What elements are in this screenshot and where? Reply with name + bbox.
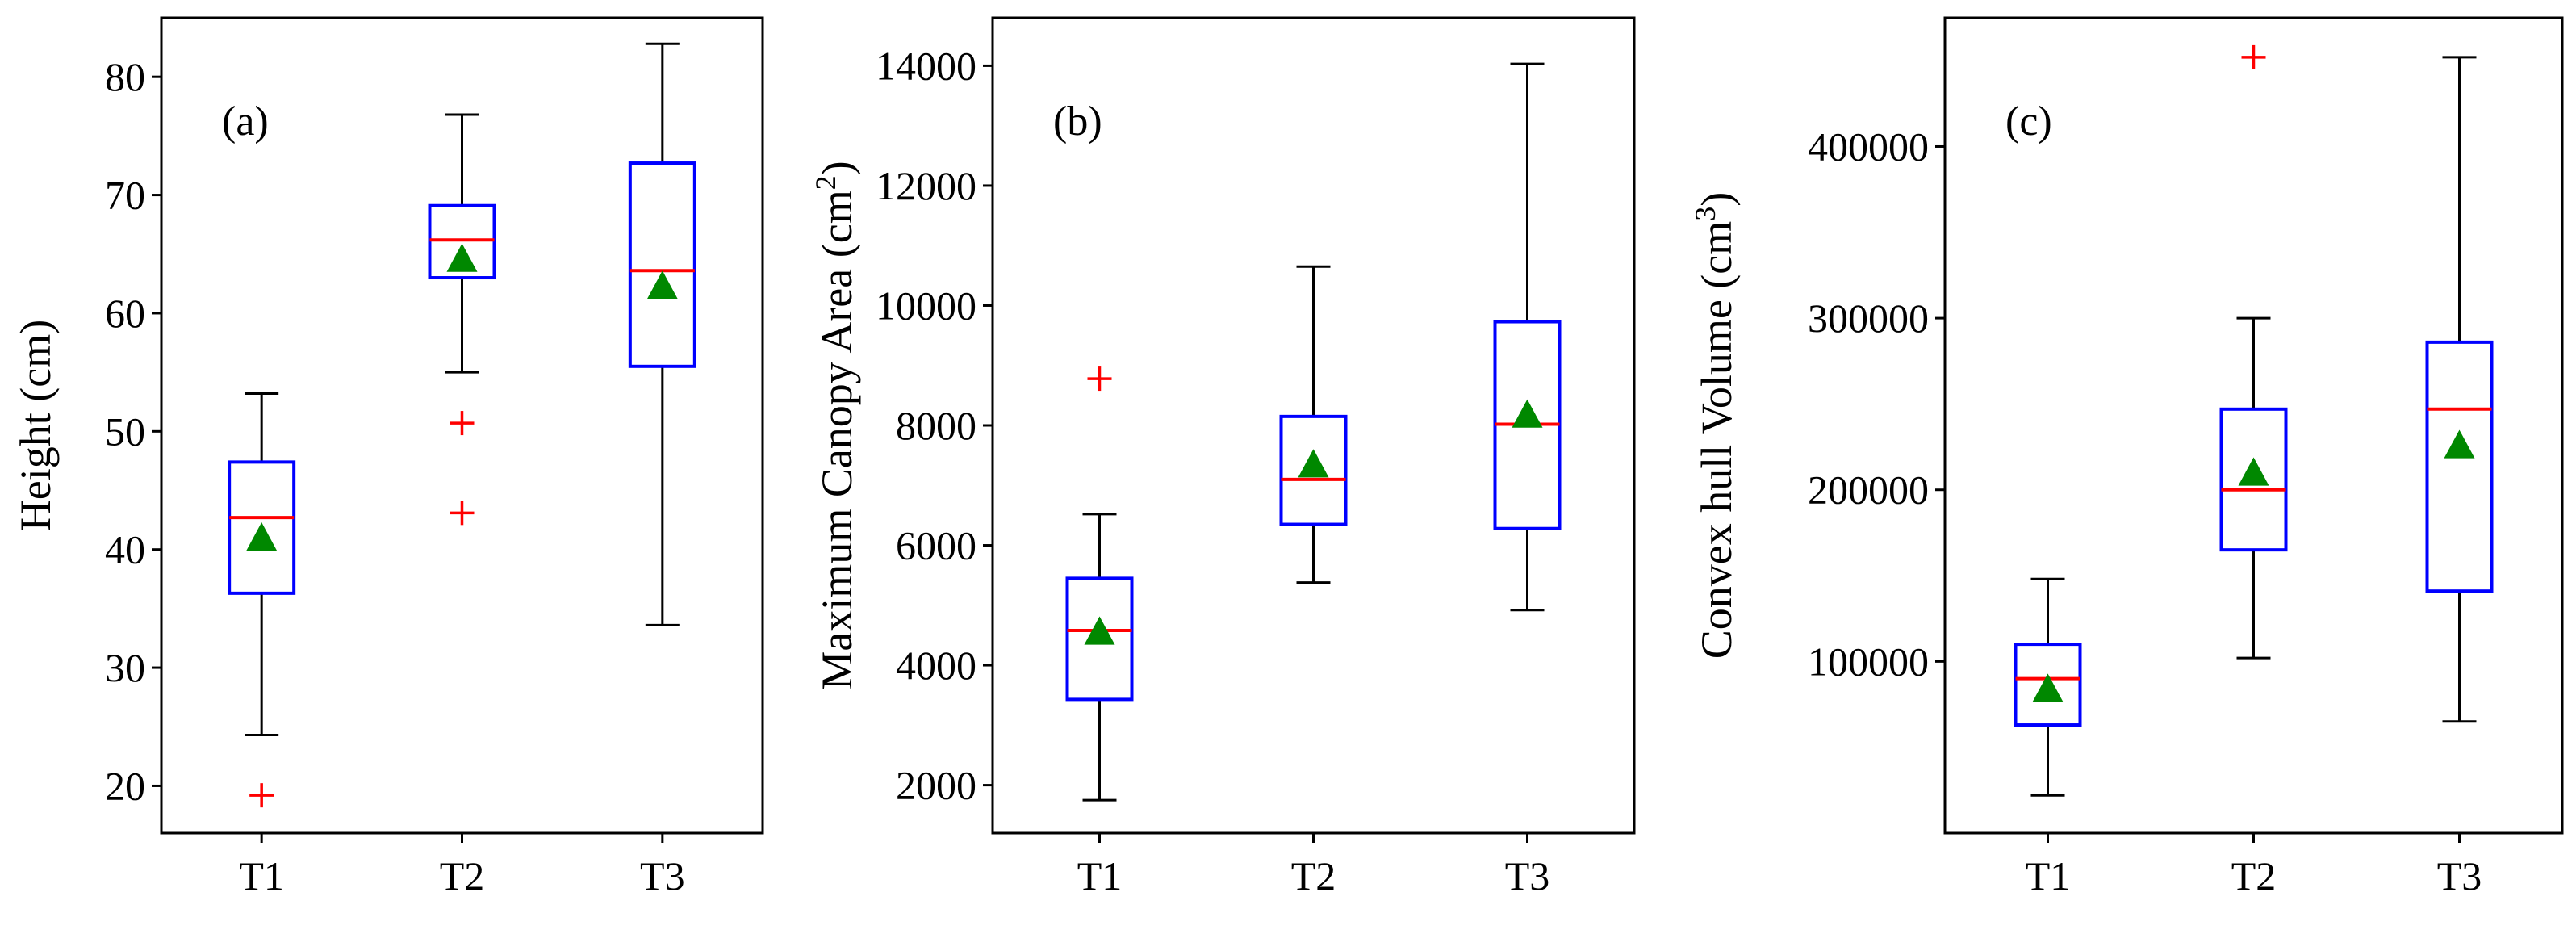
y-tick-label: 6000 [896,523,976,568]
box-iqr [228,460,296,595]
outlier-marker [2241,44,2266,69]
x-tick-label: T3 [1505,853,1550,898]
y-tick-label: 20 [105,763,145,808]
y-axis-label-suffix: ) [1692,192,1741,207]
x-tick-label: T1 [1077,853,1123,898]
y-tick-label: 30 [105,645,145,690]
panel-label: (c) [2005,98,2052,144]
y-tick-label: 4000 [896,643,976,688]
outlier-marker [450,501,475,526]
y-tick-label: 80 [105,54,145,99]
mean-marker [2238,457,2269,486]
x-tick-label: T2 [440,853,485,898]
box-t1 [2014,577,2082,797]
x-tick-label: T1 [2026,853,2071,898]
outlier-marker [1087,366,1112,392]
box-iqr [2014,643,2082,727]
box-iqr [2425,340,2494,593]
y-tick-label: 8000 [896,403,976,448]
box-t3 [1493,62,1562,612]
box-t2 [428,113,496,526]
mean-marker [246,522,278,551]
box-t2 [1279,265,1348,584]
y-axis-label: Maximum Canopy Area (cm2) [809,161,861,689]
y-tick-label: 300000 [1808,295,1929,341]
outlier-marker [450,411,475,436]
box-t3 [2425,56,2494,723]
box-iqr [2219,407,2288,552]
box-iqr [1279,414,1348,526]
box-iqr [428,203,496,280]
y-tick-label: 40 [105,527,145,572]
y-tick-label: 200000 [1808,467,1929,513]
x-tick-label: T1 [239,853,284,898]
x-tick-label: T2 [1291,853,1336,898]
y-tick-label: 60 [105,291,145,336]
outlier-marker [249,783,274,808]
y-axis-label-sup: 2 [809,175,842,190]
y-tick-label: 100000 [1808,639,1929,684]
x-tick-label: T3 [640,853,685,898]
mean-marker [1298,449,1329,478]
mean-marker [646,270,678,299]
y-tick-label: 400000 [1808,124,1929,169]
box-t3 [628,42,696,626]
box-iqr [628,161,696,368]
box-iqr [1065,576,1134,702]
panel-a: 20 30 40 50 60 70 80 T1 T2 T3 (a) Height (cm) [11,16,764,898]
panel-label: (b) [1053,98,1102,144]
y-tick-label: 12000 [876,163,976,208]
box-t2 [2219,44,2288,660]
y-tick-label: 2000 [896,763,976,808]
x-tick-label: T2 [2231,853,2277,898]
panel-b: 2000 4000 6000 8000 10000 12000 14000 T1 T2 T3 (b)… [809,16,1636,898]
mean-marker [446,243,478,272]
mean-marker [1084,616,1115,645]
y-tick-label: 14000 [876,43,976,88]
y-axis-label: Height (cm) [11,320,60,531]
y-tick-label: 10000 [876,283,976,328]
y-tick-label: 70 [105,173,145,218]
box-t1 [1065,366,1134,802]
y-axis-label-main: Convex hull Volume (cm [1692,221,1741,659]
y-axis-label-main: Maximum Canopy Area (cm [813,190,861,689]
box-t1 [228,392,296,808]
x-tick-label: T3 [2437,853,2482,898]
mean-marker [2032,673,2064,702]
y-tick-label: 50 [105,408,145,454]
y-axis-label: Convex hull Volume (cm3) [1689,192,1741,659]
panel-c: 100000 200000 300000 400000 T1 T2 T3 (c) Convex … [1689,16,2564,898]
y-axis-label-sup: 3 [1689,207,1721,221]
mean-marker [2444,429,2475,459]
y-axis-label-main: Height (cm) [11,320,60,531]
panel-label: (a) [222,98,269,144]
mean-marker [1512,399,1543,428]
y-axis-label-suffix: ) [813,161,861,175]
